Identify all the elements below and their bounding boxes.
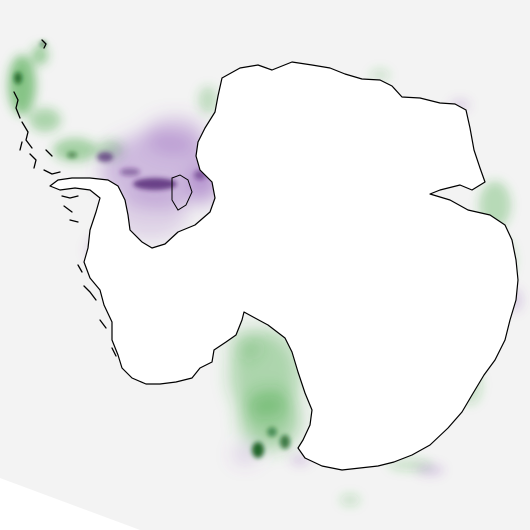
no-data-region — [0, 478, 140, 530]
negative-anomaly-patch — [120, 168, 140, 176]
positive-anomaly-patch — [240, 390, 300, 450]
positive-anomaly-patch — [252, 442, 264, 458]
positive-anomaly-ross — [230, 330, 300, 463]
positive-anomaly-patch — [53, 138, 97, 162]
positive-anomaly-patch — [280, 435, 290, 449]
antarctica-landmass — [49, 61, 519, 471]
positive-anomaly-patch — [230, 330, 260, 360]
negative-anomaly-patch — [416, 464, 444, 476]
peninsula-coastline — [13, 39, 117, 357]
negative-anomaly-patch — [145, 117, 205, 153]
anomaly-shading — [8, 41, 523, 506]
negative-anomaly-patch — [233, 447, 257, 463]
positive-anomaly-patch — [67, 152, 77, 158]
negative-anomaly-patch — [97, 152, 113, 162]
positive-anomaly-patch — [14, 72, 22, 84]
positive-anomaly-patch — [370, 69, 390, 81]
positive-anomaly-patch — [267, 427, 277, 437]
negative-anomaly-weddell — [100, 117, 223, 240]
ice-shelf-outline — [171, 174, 193, 211]
positive-anomaly-patch — [198, 86, 218, 114]
negative-anomaly-weddell-core — [97, 152, 206, 190]
positive-anomaly-patch — [340, 494, 360, 506]
negative-anomaly-patch — [133, 178, 177, 190]
positive-anomaly-patch — [32, 45, 48, 65]
positive-anomaly-patch — [29, 108, 61, 132]
positive-anomaly-peninsula-core — [14, 41, 77, 158]
positive-anomaly-patch — [8, 55, 36, 115]
positive-anomaly-ross-core — [252, 427, 290, 458]
negative-anomaly-patch — [112, 190, 188, 240]
